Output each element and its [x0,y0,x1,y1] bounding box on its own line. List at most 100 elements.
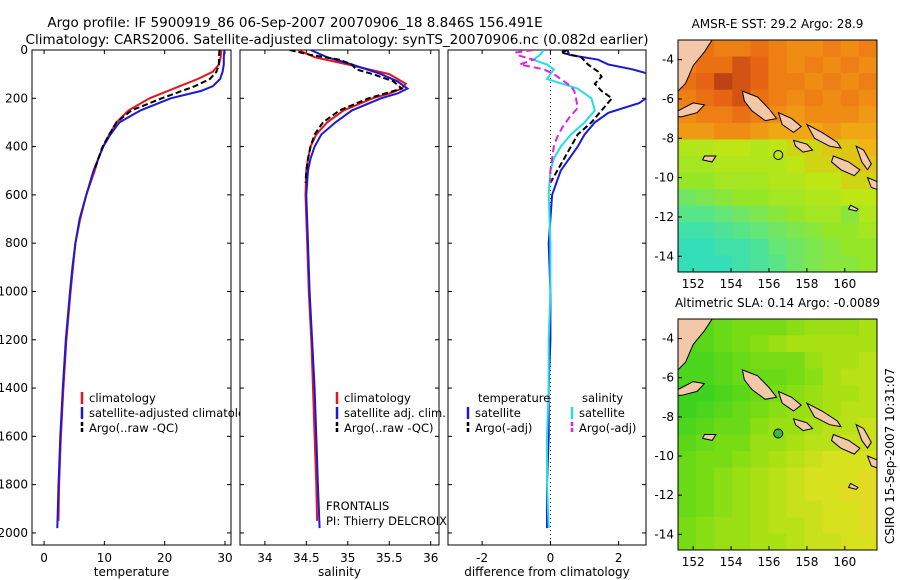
x-tick-label: 10 [97,551,112,565]
heatmap-cell [696,122,715,141]
heatmap-cell [732,73,751,91]
heatmap-cell [858,319,877,337]
heatmap-cell [732,517,751,535]
heatmap-cell [678,418,697,436]
heatmap-cell [786,368,806,386]
heatmap-cell [822,500,842,518]
y-tick-label: 600 [5,188,28,202]
y-tick-label: -4 [662,53,674,67]
land-shape [701,434,717,441]
heatmap-cell [696,106,715,124]
heatmap-cell [786,484,806,502]
heatmap-cell [804,106,824,124]
heatmap-cell [858,500,877,518]
heatmap-cell [696,238,715,257]
map-cells [678,40,877,272]
heatmap-cell [804,484,824,502]
heatmap-cell [768,451,788,469]
y-tick-label: -14 [654,249,674,263]
y-tick-label: 1800 [0,478,28,492]
heatmap-cell [714,467,733,485]
heatmap-cell [768,89,788,107]
heatmap-cell [732,533,751,550]
heatmap-cell [768,122,788,141]
heatmap-cell [786,222,806,240]
heatmap-cell [858,205,877,223]
y-tick-label: 1200 [0,333,28,347]
heatmap-cell [714,368,733,386]
heatmap-cell [840,222,860,240]
series-line-argo-raw-qc- [289,50,404,183]
heatmap-cell [804,319,824,337]
heatmap-cell [840,255,860,272]
heatmap-cell [840,106,860,124]
heatmap-cell [678,255,697,272]
heatmap-cell [822,335,842,353]
x-tick-label: 35 [340,551,355,565]
heatmap-cell [858,73,877,91]
heatmap-cell [696,484,715,502]
heatmap-cell [858,56,877,74]
heatmap-cell [696,255,715,272]
land-shape [805,401,843,428]
heatmap-cell [822,319,842,337]
heatmap-cell [786,40,806,58]
land-shape [777,111,802,134]
y-tick-label: 200 [5,91,28,105]
heatmap-cell [786,89,806,107]
heatmap-cell [840,335,860,353]
heatmap-cell [714,401,733,419]
heatmap-cell [732,484,751,502]
heatmap-cell [714,484,733,502]
heatmap-cell [840,467,860,485]
heatmap-cell [714,418,733,436]
land-shape [792,418,814,432]
heatmap-cell [804,189,824,207]
heatmap-cell [678,368,697,386]
heatmap-cell [732,434,751,452]
heatmap-cell [858,255,877,272]
y-tick-label: -8 [662,410,674,424]
heatmap-cell [840,385,860,403]
legend-title: temperature [478,391,550,405]
y-tick-label: -8 [662,131,674,145]
heatmap-cell [840,401,860,419]
x-tick-label: 158 [795,277,818,291]
legend-label: Argo(..raw -QC) [344,421,434,435]
heatmap-cell [768,368,788,386]
heatmap-cell [696,222,715,240]
heatmap-cell [696,139,715,157]
heatmap-cell [822,89,842,107]
land-shape [741,369,778,400]
x-tick-label: 0 [547,551,555,565]
heatmap-cell [804,533,824,550]
heatmap-cell [696,401,715,419]
land-shape [741,90,778,122]
heatmap-cell [732,222,751,240]
series-line-salinity-satellite [531,50,596,529]
heatmap-cell [732,335,751,353]
heatmap-cell [696,205,715,223]
y-tick-label: -14 [654,527,674,541]
heatmap-cell [696,172,715,190]
heatmap-cell [714,156,733,174]
legend-label: Argo(..raw -QC) [89,421,179,435]
heatmap-cell [804,56,824,74]
x-tick-label: 2 [615,551,623,565]
x-tick-label: 158 [795,555,818,569]
land-shape [678,381,706,396]
y-tick-label: 0 [20,43,28,57]
heatmap-cell [804,238,824,257]
heatmap-cell [714,106,733,124]
heatmap-cell [696,500,715,518]
y-tick-label: 800 [5,236,28,250]
heatmap-cell [768,517,788,535]
heatmap-cell [732,172,751,190]
argo-position-marker [773,428,784,439]
land-shape [855,423,872,450]
heatmap-cell [822,56,842,74]
series-line-satellite-adjusted-climatology [56,50,226,529]
heatmap-cell [750,418,770,436]
heatmap-cell [840,418,860,436]
legend-label: climatology [344,391,411,405]
